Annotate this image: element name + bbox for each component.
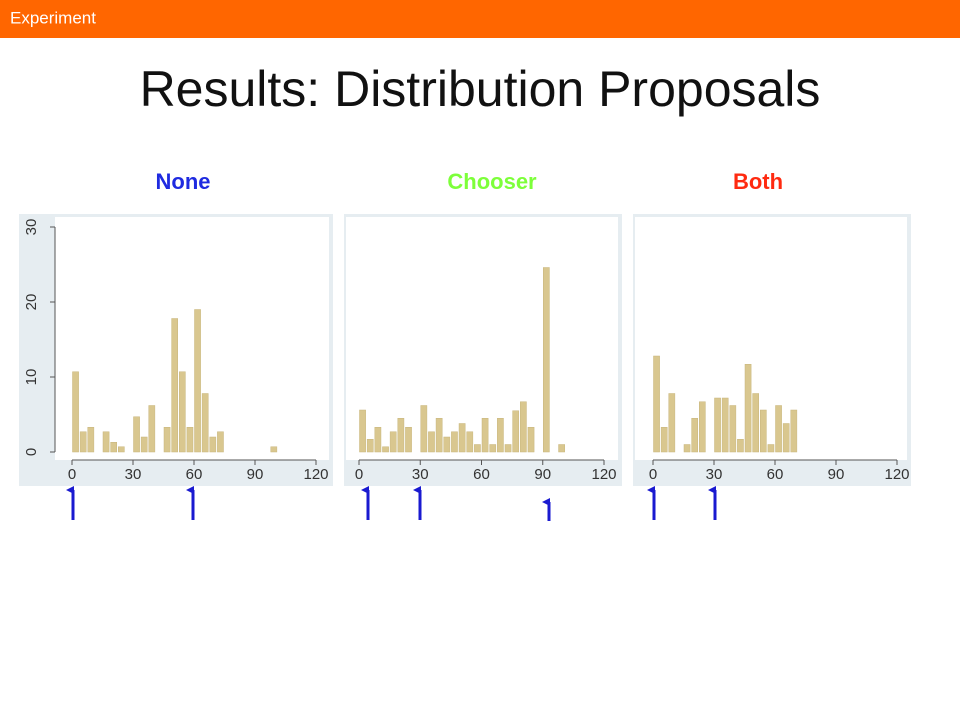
- bar: [428, 431, 435, 453]
- x-tick-label: 60: [767, 466, 784, 483]
- y-tick-label: 20: [23, 294, 40, 311]
- bar: [660, 427, 668, 453]
- x-tick-label: 60: [473, 466, 490, 483]
- chart-title: Both: [733, 169, 783, 194]
- bar: [451, 431, 458, 453]
- chart-title: Chooser: [447, 169, 537, 194]
- slide-title: Results: Distribution Proposals: [140, 61, 821, 117]
- bar: [737, 439, 744, 453]
- bar: [497, 418, 504, 453]
- x-tick-label: 0: [649, 466, 657, 483]
- x-tick-label: 120: [303, 466, 328, 483]
- x-tick-label: 90: [534, 466, 551, 483]
- bar: [520, 401, 527, 453]
- plot-area: [635, 217, 907, 460]
- bar: [179, 371, 186, 453]
- chart-title: None: [156, 169, 211, 194]
- bar: [163, 427, 171, 453]
- x-tick-label: 30: [706, 466, 723, 483]
- bar: [118, 446, 125, 453]
- bar: [87, 427, 95, 453]
- bar: [366, 439, 374, 453]
- bar: [489, 444, 497, 453]
- bar: [171, 318, 178, 453]
- bar: [435, 418, 443, 453]
- bar: [744, 364, 752, 453]
- bar: [504, 444, 512, 453]
- bar: [653, 355, 660, 453]
- bar: [752, 393, 759, 453]
- bar: [767, 444, 775, 453]
- chart-panel: Both 0 30 60 90 120: [633, 169, 911, 486]
- bar: [558, 444, 565, 453]
- bar: [775, 405, 782, 453]
- bar: [270, 446, 278, 453]
- plot-area: [55, 217, 329, 460]
- bar: [691, 418, 698, 453]
- bar: [186, 427, 194, 453]
- chart-panel: None 0 30 60 90 120 0 10 20 30: [19, 169, 333, 486]
- bar: [466, 431, 474, 453]
- x-tick-label: 120: [591, 466, 616, 483]
- x-tick-label: 90: [247, 466, 264, 483]
- x-tick-label: 90: [828, 466, 845, 483]
- bar: [714, 397, 721, 453]
- x-tick-label: 30: [125, 466, 142, 483]
- header-label: Experiment: [10, 8, 96, 27]
- bar: [389, 431, 397, 453]
- x-tick-label: 0: [355, 466, 363, 483]
- bar: [481, 418, 489, 453]
- bar: [148, 405, 156, 453]
- bar: [382, 446, 389, 453]
- bar: [668, 393, 676, 453]
- bar: [420, 405, 428, 453]
- bar: [458, 423, 466, 453]
- bar: [397, 418, 405, 453]
- bar: [782, 423, 790, 453]
- header-bar: [0, 0, 960, 38]
- bar: [133, 416, 140, 453]
- bar: [443, 436, 451, 453]
- y-tick-label: 0: [23, 448, 40, 456]
- bar: [405, 427, 412, 453]
- bar: [72, 371, 79, 453]
- chart-panel: Chooser 0 30 60 90 120: [344, 169, 622, 486]
- bar: [721, 397, 729, 453]
- y-tick-label: 10: [23, 369, 40, 386]
- bar: [140, 436, 148, 453]
- x-tick-label: 60: [186, 466, 203, 483]
- bar: [201, 393, 209, 453]
- bar: [359, 409, 366, 453]
- x-tick-label: 120: [884, 466, 909, 483]
- bar: [729, 405, 737, 453]
- bar: [760, 409, 767, 453]
- bar: [683, 444, 691, 453]
- x-tick-label: 30: [412, 466, 429, 483]
- bar: [790, 409, 798, 453]
- x-tick-label: 0: [68, 466, 76, 483]
- bar: [527, 427, 535, 453]
- bar: [543, 267, 550, 453]
- y-tick-label: 30: [23, 219, 40, 236]
- bar: [102, 431, 110, 453]
- bar: [512, 410, 520, 453]
- bar: [474, 444, 481, 453]
- bar: [110, 442, 117, 453]
- bar: [194, 309, 201, 453]
- bar: [209, 436, 217, 453]
- bar: [217, 431, 224, 453]
- arrows: [66, 486, 717, 521]
- bar: [79, 431, 87, 453]
- bar: [699, 401, 706, 453]
- bar: [374, 427, 382, 453]
